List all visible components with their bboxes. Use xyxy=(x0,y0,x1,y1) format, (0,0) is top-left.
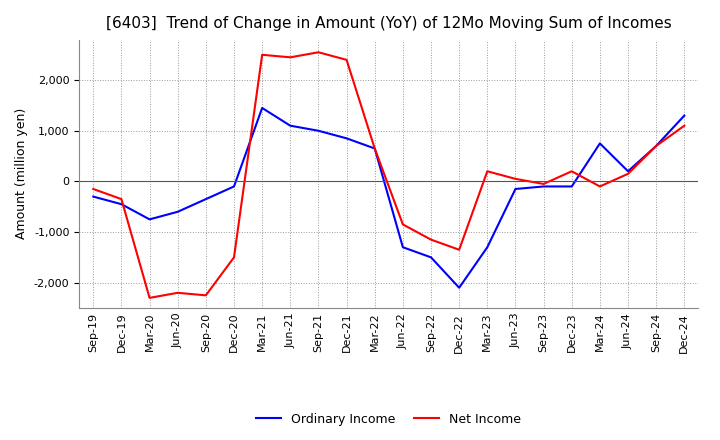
Ordinary Income xyxy=(342,136,351,141)
Title: [6403]  Trend of Change in Amount (YoY) of 12Mo Moving Sum of Incomes: [6403] Trend of Change in Amount (YoY) o… xyxy=(106,16,672,32)
Net Income xyxy=(89,187,98,192)
Net Income xyxy=(202,293,210,298)
Legend: Ordinary Income, Net Income: Ordinary Income, Net Income xyxy=(251,407,526,431)
Ordinary Income xyxy=(539,184,548,189)
Net Income xyxy=(539,181,548,187)
Ordinary Income xyxy=(511,187,520,192)
Ordinary Income xyxy=(145,217,154,222)
Ordinary Income xyxy=(455,285,464,290)
Net Income xyxy=(680,123,688,128)
Net Income xyxy=(399,222,408,227)
Line: Net Income: Net Income xyxy=(94,52,684,298)
Line: Ordinary Income: Ordinary Income xyxy=(94,108,684,288)
Net Income xyxy=(652,143,660,149)
Ordinary Income xyxy=(595,141,604,146)
Net Income xyxy=(427,237,436,242)
Net Income xyxy=(483,169,492,174)
Net Income xyxy=(230,255,238,260)
Net Income xyxy=(595,184,604,189)
Ordinary Income xyxy=(174,209,182,214)
Ordinary Income xyxy=(483,245,492,250)
Net Income xyxy=(258,52,266,58)
Ordinary Income xyxy=(427,255,436,260)
Ordinary Income xyxy=(117,202,126,207)
Ordinary Income xyxy=(370,146,379,151)
Net Income xyxy=(286,55,294,60)
Net Income xyxy=(455,247,464,253)
Net Income xyxy=(370,146,379,151)
Net Income xyxy=(174,290,182,295)
Net Income xyxy=(145,295,154,301)
Ordinary Income xyxy=(399,245,408,250)
Ordinary Income xyxy=(680,113,688,118)
Net Income xyxy=(624,171,632,176)
Ordinary Income xyxy=(202,197,210,202)
Ordinary Income xyxy=(230,184,238,189)
Net Income xyxy=(342,57,351,62)
Ordinary Income xyxy=(652,143,660,149)
Ordinary Income xyxy=(258,105,266,110)
Ordinary Income xyxy=(286,123,294,128)
Ordinary Income xyxy=(624,169,632,174)
Net Income xyxy=(117,197,126,202)
Net Income xyxy=(314,50,323,55)
Y-axis label: Amount (million yen): Amount (million yen) xyxy=(15,108,28,239)
Ordinary Income xyxy=(314,128,323,133)
Ordinary Income xyxy=(567,184,576,189)
Net Income xyxy=(511,176,520,182)
Ordinary Income xyxy=(89,194,98,199)
Net Income xyxy=(567,169,576,174)
